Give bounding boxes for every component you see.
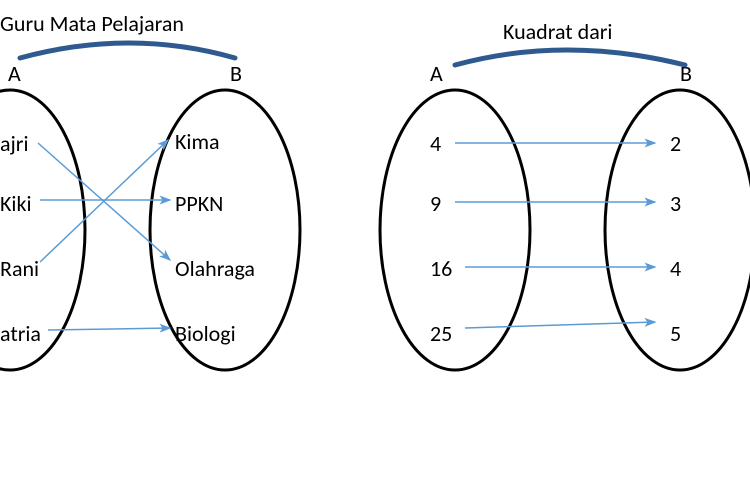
right-ellipse-a xyxy=(380,90,530,370)
mapping-arrow xyxy=(48,328,170,330)
left-arc xyxy=(20,43,235,58)
left-ellipse-b xyxy=(150,90,300,370)
diagram-svg xyxy=(0,0,750,500)
right-ellipse-b xyxy=(605,90,750,370)
right-arrows xyxy=(455,143,655,328)
mapping-arrow xyxy=(40,140,168,262)
right-arc xyxy=(455,50,685,65)
left-ellipse-a xyxy=(0,90,85,370)
diagram-container: Guru Mata Pelajaran Kuadrat dari A B A B… xyxy=(0,0,750,500)
